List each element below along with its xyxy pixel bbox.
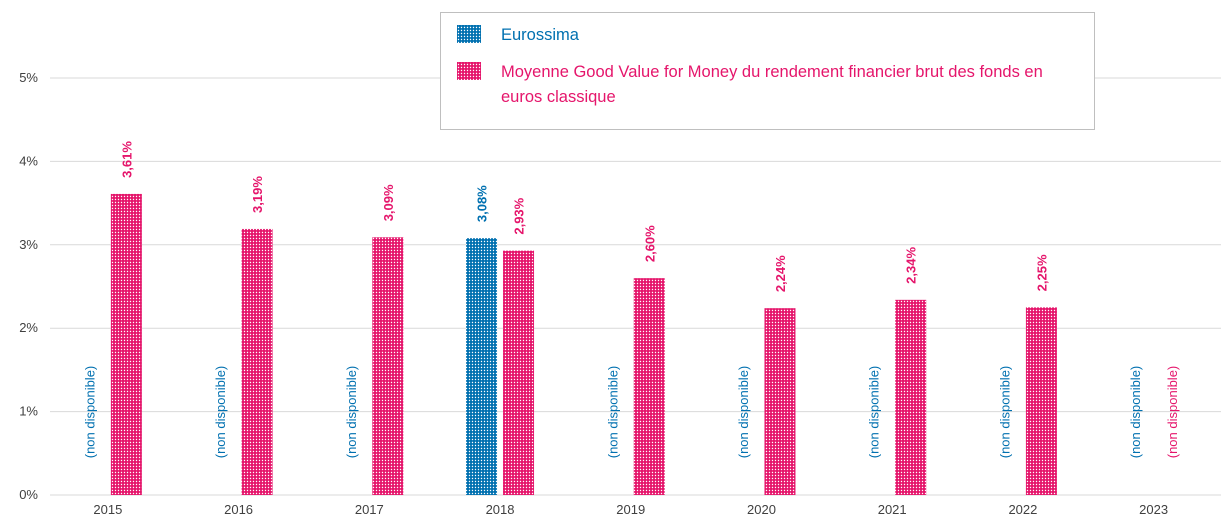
x-tick-label: 2015 [93, 502, 122, 517]
data-label: 3,61% [119, 141, 134, 178]
bar [764, 308, 796, 495]
bar [372, 237, 404, 495]
missing-label: (non disponible) [867, 366, 882, 459]
legend-label: Eurossima [501, 26, 579, 44]
missing-label: (non disponible) [1165, 366, 1180, 459]
legend-item: Moyenne Good Value for Money du rendemen… [457, 60, 1080, 110]
missing-label: (non disponible) [997, 366, 1012, 459]
missing-label: (non disponible) [1128, 366, 1143, 459]
bar [1025, 307, 1057, 495]
y-tick-label: 1% [19, 404, 38, 419]
bar [241, 228, 273, 496]
legend-swatch [457, 25, 481, 43]
bar [895, 299, 927, 495]
x-tick-label: 2020 [747, 502, 776, 517]
bar [466, 238, 498, 496]
missing-label: (non disponible) [213, 366, 228, 459]
legend-swatch-fill [457, 62, 481, 80]
y-tick-label: 3% [19, 237, 38, 252]
x-tick-label: 2021 [878, 502, 907, 517]
data-label: 2,24% [773, 255, 788, 292]
x-tick-label: 2019 [616, 502, 645, 517]
data-label: 2,93% [512, 197, 527, 234]
bar [503, 250, 535, 495]
missing-label: (non disponible) [82, 366, 97, 459]
data-label: 3,08% [475, 185, 490, 222]
missing-label: (non disponible) [736, 366, 751, 459]
bar [110, 193, 142, 495]
missing-label: (non disponible) [344, 366, 359, 459]
y-tick-label: 2% [19, 320, 38, 335]
data-label: 2,25% [1034, 254, 1049, 291]
data-label: 3,09% [381, 184, 396, 221]
data-label: 2,34% [904, 247, 919, 284]
legend-swatch [457, 62, 481, 80]
y-tick-label: 4% [19, 153, 38, 168]
x-tick-label: 2017 [355, 502, 384, 517]
data-label: 3,19% [250, 176, 265, 213]
x-tick-label: 2018 [486, 502, 515, 517]
data-label: 2,60% [642, 225, 657, 262]
legend-label: Moyenne Good Value for Money du rendemen… [501, 63, 1043, 106]
legend-swatch-fill [457, 25, 481, 43]
x-tick-label: 2022 [1008, 502, 1037, 517]
x-tick-label: 2023 [1139, 502, 1168, 517]
legend: Eurossima Moyenne Good Value for Money du… [440, 12, 1095, 130]
missing-label: (non disponible) [605, 366, 620, 459]
x-tick-label: 2016 [224, 502, 253, 517]
y-tick-label: 5% [19, 70, 38, 85]
y-tick-label: 0% [19, 487, 38, 502]
bar [633, 278, 665, 495]
legend-item: Eurossima [457, 23, 1080, 48]
